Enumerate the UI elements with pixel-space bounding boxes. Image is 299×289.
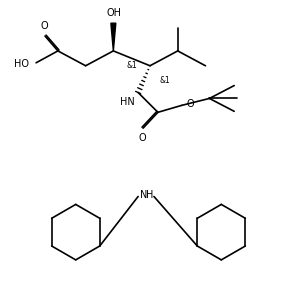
Text: HO: HO bbox=[14, 59, 29, 69]
Text: &1: &1 bbox=[160, 76, 171, 85]
Text: OH: OH bbox=[107, 8, 122, 18]
Text: O: O bbox=[40, 21, 48, 31]
Text: HN: HN bbox=[120, 97, 135, 108]
Text: H: H bbox=[146, 190, 154, 199]
Polygon shape bbox=[111, 23, 116, 51]
Text: N: N bbox=[140, 190, 148, 199]
Text: &1: &1 bbox=[126, 61, 137, 70]
Text: O: O bbox=[187, 99, 194, 110]
Text: O: O bbox=[138, 133, 146, 143]
